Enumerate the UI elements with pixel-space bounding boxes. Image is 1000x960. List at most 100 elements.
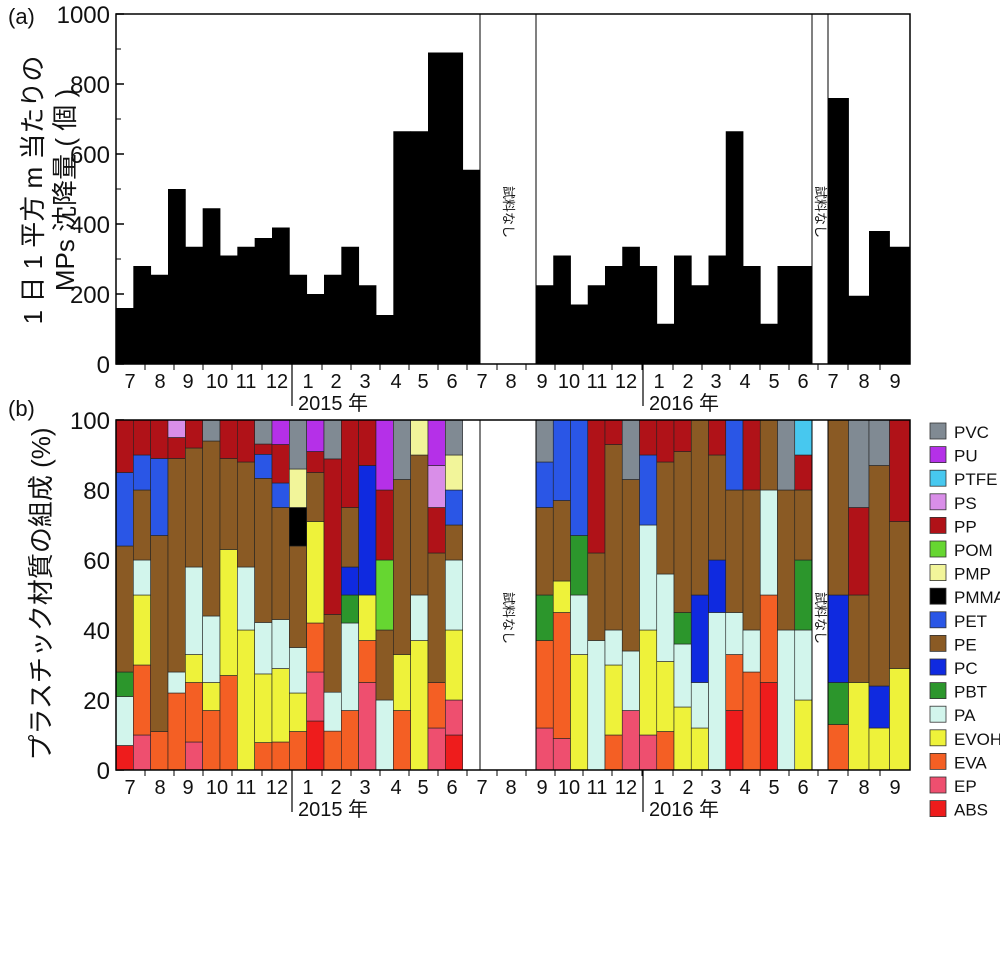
y-tick-label-a: 600 <box>70 142 110 169</box>
bar-a <box>306 294 325 364</box>
segment-eva <box>552 612 571 739</box>
panel-b-bars <box>115 419 911 771</box>
x-tick-label: 12 <box>266 777 288 799</box>
segment-abs <box>115 745 134 771</box>
x-tick-label: 8 <box>154 371 165 393</box>
segment-pp <box>375 489 394 561</box>
bar-a <box>168 189 186 364</box>
segment-evoh <box>673 706 692 771</box>
segment-pe <box>167 458 186 673</box>
segment-pe <box>237 461 255 568</box>
bar-a <box>133 266 152 364</box>
segment-ep <box>621 710 640 771</box>
panel-a-bars <box>116 52 911 364</box>
bar-a <box>358 285 377 364</box>
segment-eva <box>185 682 203 743</box>
legend-swatch-pe <box>929 635 947 652</box>
y-tick-label-b: 20 <box>83 688 110 715</box>
segment-pet <box>535 461 554 508</box>
x-tick-label: 10 <box>558 777 580 799</box>
segment-pe <box>848 594 870 683</box>
bar-a <box>760 323 778 364</box>
segment-pp <box>708 419 727 456</box>
x-tick-label: 7 <box>827 371 838 393</box>
x-tick-label: 9 <box>889 777 900 799</box>
segment-pu <box>271 419 290 445</box>
bar-a <box>691 285 709 364</box>
legend-label-abs: ABS <box>954 801 988 820</box>
segment-pp <box>237 419 255 463</box>
segment-evoh <box>271 668 290 743</box>
segment-pe <box>306 472 325 522</box>
segment-pa <box>690 682 709 729</box>
bar-a <box>341 246 360 364</box>
segment-pa <box>759 489 778 596</box>
y-tick-label-b: 0 <box>97 758 110 785</box>
bar-a <box>202 208 221 364</box>
segment-abs <box>306 720 325 771</box>
segment-eva <box>219 675 238 771</box>
legend-swatch-pa <box>929 705 947 723</box>
x-tick-label: 11 <box>236 371 257 393</box>
legend-label-pmma: PMMA <box>954 588 1000 607</box>
segment-eva <box>604 734 623 771</box>
legend-swatch-pu <box>929 446 947 464</box>
segment-pa <box>133 559 151 596</box>
bar-a <box>708 255 727 364</box>
segment-pa <box>254 622 273 675</box>
panel-b-ylabel: プラスチック材質の組成 (%) <box>26 427 56 760</box>
y-tick-label-b: 60 <box>83 548 110 575</box>
segment-pvc <box>393 419 411 480</box>
year-label: 2015 年 <box>298 392 368 415</box>
segment-pvc <box>621 419 640 480</box>
segment-pe <box>535 507 554 596</box>
segment-pu <box>306 419 325 452</box>
segment-ep <box>358 682 377 771</box>
x-tick-label: 12 <box>615 371 637 393</box>
segment-ep <box>427 727 446 771</box>
segment-pvc <box>254 419 273 445</box>
segment-abs <box>759 682 778 771</box>
segment-pmp <box>445 454 463 491</box>
segment-pe <box>185 447 203 568</box>
segment-pc <box>341 566 359 596</box>
segment-pe <box>375 629 394 701</box>
x-tick-label: 7 <box>476 777 487 799</box>
segment-evoh <box>254 673 273 743</box>
x-tick-label: 9 <box>182 371 193 393</box>
segment-ep <box>535 727 554 771</box>
panel-a-ylabel-line1: 1 日 1 平方 m 当たりの <box>18 56 48 325</box>
x-tick-label: 7 <box>124 371 135 393</box>
legend-swatch-pc <box>929 658 947 676</box>
segment-eva <box>254 742 273 771</box>
segment-pc <box>358 465 377 596</box>
bar-a <box>428 52 446 364</box>
segment-pet <box>150 458 169 536</box>
segment-pp <box>742 419 761 491</box>
segment-eva <box>656 731 675 771</box>
no-sample-label: 試料なし <box>813 186 828 238</box>
segment-pe <box>341 507 359 568</box>
segment-pa <box>289 647 307 694</box>
segment-pa <box>639 524 658 631</box>
segment-evoh <box>133 594 151 666</box>
bar-a <box>889 246 911 364</box>
bar-a <box>150 274 169 364</box>
bar-a <box>376 315 394 364</box>
legend-swatch-pom <box>929 540 947 558</box>
panel-a-label: (a) <box>8 4 35 29</box>
segment-pe <box>219 458 238 550</box>
legend-label-pvc: PVC <box>954 423 989 442</box>
segment-pa <box>656 573 675 662</box>
x-tick-label: 10 <box>206 371 228 393</box>
legend-swatch-ep <box>929 776 947 794</box>
x-tick-label: 8 <box>154 777 165 799</box>
segment-eva <box>167 692 186 771</box>
segment-pe <box>777 489 796 631</box>
segment-pe <box>410 454 429 596</box>
segment-pom <box>375 559 394 631</box>
segment-pbt <box>115 671 134 697</box>
segment-evoh <box>868 727 890 771</box>
